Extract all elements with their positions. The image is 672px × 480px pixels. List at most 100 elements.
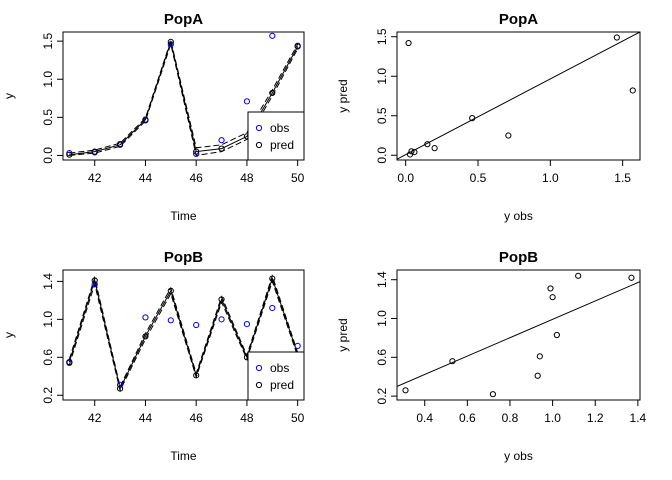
fit-line bbox=[397, 32, 640, 160]
upper-band-line bbox=[68, 274, 299, 389]
y-tick-label: 1.4 bbox=[375, 271, 389, 288]
x-tick-label: 0.4 bbox=[416, 411, 433, 425]
pred-point bbox=[66, 151, 73, 158]
plot-frame bbox=[62, 269, 305, 401]
legend-label-pred: pred bbox=[270, 378, 294, 392]
lower-band-line bbox=[68, 279, 299, 392]
x-tick-label: 50 bbox=[291, 171, 305, 185]
scatter-point bbox=[505, 132, 512, 139]
obs-point bbox=[116, 381, 124, 388]
x-axis-title: Time bbox=[170, 209, 197, 223]
scatter-point bbox=[431, 145, 438, 152]
scatter-point bbox=[536, 353, 543, 360]
upper-band-line bbox=[69, 38, 299, 154]
scatter-point bbox=[547, 285, 554, 292]
legend-label-obs: obs bbox=[270, 121, 289, 135]
y-axis-title: y bbox=[2, 332, 16, 338]
x-tick-label: 44 bbox=[139, 411, 153, 425]
x-tick-label: 50 bbox=[291, 411, 305, 425]
chart-title: PopA bbox=[499, 11, 538, 28]
y-tick-label: 1.5 bbox=[375, 28, 389, 45]
fit-line bbox=[397, 281, 640, 387]
pred-point bbox=[66, 358, 73, 366]
x-tick-label: 1.4 bbox=[630, 411, 647, 425]
pred-point bbox=[167, 287, 174, 294]
pred-line bbox=[68, 276, 299, 391]
pred-point bbox=[218, 145, 225, 152]
x-tick-label: 0.5 bbox=[470, 171, 487, 185]
obs-point bbox=[269, 32, 276, 39]
y-tick-label: 1.5 bbox=[41, 32, 55, 49]
x-tick-label: 1.5 bbox=[614, 171, 631, 185]
x-tick-label: 1.0 bbox=[544, 411, 561, 425]
x-tick-label: 0.8 bbox=[502, 411, 519, 425]
obs-point bbox=[218, 316, 225, 323]
legend-box bbox=[247, 351, 305, 401]
pred-point bbox=[142, 116, 149, 123]
panel-2: PopA 0.0 0.5 1.0 1.5 0.0 0.5 1.0 1.5 y obs y pred bbox=[336, 11, 641, 223]
x-tick-label: 1.0 bbox=[542, 171, 559, 185]
scatter-point bbox=[449, 358, 456, 365]
pred-point bbox=[193, 372, 200, 379]
chart-title: PopB bbox=[499, 249, 538, 266]
pred-point bbox=[269, 275, 276, 282]
scatter-point bbox=[489, 391, 497, 398]
scatter-point bbox=[628, 274, 635, 281]
chart-title: PopB bbox=[164, 249, 203, 266]
x-tick-label: 0.6 bbox=[459, 411, 476, 425]
scatter-point bbox=[424, 141, 431, 148]
legend: obs pred bbox=[247, 351, 305, 401]
obs-point bbox=[294, 342, 301, 350]
legend-box bbox=[247, 111, 305, 161]
scatter-point bbox=[613, 34, 620, 41]
scatter-point bbox=[405, 39, 412, 47]
pred-point bbox=[91, 277, 98, 284]
obs-point bbox=[167, 317, 174, 324]
x-tick-label: 44 bbox=[139, 171, 153, 185]
x-axis-title: Time bbox=[170, 449, 197, 463]
data-layer bbox=[66, 274, 301, 392]
data-layer bbox=[397, 32, 640, 160]
data-layer bbox=[397, 272, 640, 398]
obs-point bbox=[193, 150, 200, 158]
x-tick-label: 42 bbox=[88, 171, 102, 185]
legend-marker-pred bbox=[255, 141, 263, 149]
panel-4: PopB 0.4 0.6 0.8 1.0 1.2 1.4 0.2 0.6 1.0 1.4 y obs y… bbox=[336, 249, 647, 463]
panel-3: PopB 42 44 46 48 50 0.2 0.6 1.0 1.4 Time y obs pred bbox=[2, 249, 305, 463]
legend-marker-pred bbox=[255, 381, 263, 389]
y-tick-label: 0.5 bbox=[375, 107, 389, 124]
pred-point bbox=[91, 148, 98, 155]
y-tick-label: 0.2 bbox=[41, 387, 55, 404]
scatter-point bbox=[402, 387, 409, 394]
obs-point bbox=[269, 304, 276, 312]
legend-label-pred: pred bbox=[270, 138, 294, 152]
y-tick-label: 1.0 bbox=[375, 310, 389, 327]
plot-frame bbox=[396, 31, 641, 161]
y-tick-label: 0.5 bbox=[41, 109, 55, 126]
y-axis-title: y pred bbox=[336, 79, 350, 112]
y-axis-title: y pred bbox=[336, 318, 350, 351]
plot-frame bbox=[396, 269, 641, 401]
legend-marker-obs bbox=[255, 124, 263, 132]
scatter-point bbox=[408, 148, 415, 155]
legend-marker-obs bbox=[255, 364, 263, 372]
y-tick-label: 0.0 bbox=[375, 147, 389, 164]
y-tick-label: 0.0 bbox=[41, 147, 55, 164]
obs-point bbox=[243, 98, 251, 105]
legend-label-obs: obs bbox=[270, 361, 289, 375]
x-tick-label: 0.0 bbox=[397, 171, 414, 185]
x-tick-label: 48 bbox=[240, 171, 254, 185]
plot-frame bbox=[62, 31, 305, 161]
scatter-point bbox=[575, 272, 582, 279]
scatter-point bbox=[534, 372, 541, 379]
x-axis-title: y obs bbox=[504, 449, 533, 463]
pred-point bbox=[193, 148, 200, 155]
y-tick-label: 1.0 bbox=[41, 71, 55, 88]
pred-point bbox=[142, 333, 149, 340]
legend: obs pred bbox=[247, 111, 305, 161]
scatter-point bbox=[629, 87, 636, 94]
scatter-point bbox=[553, 331, 560, 339]
obs-point bbox=[91, 281, 98, 288]
obs-point bbox=[243, 320, 251, 328]
